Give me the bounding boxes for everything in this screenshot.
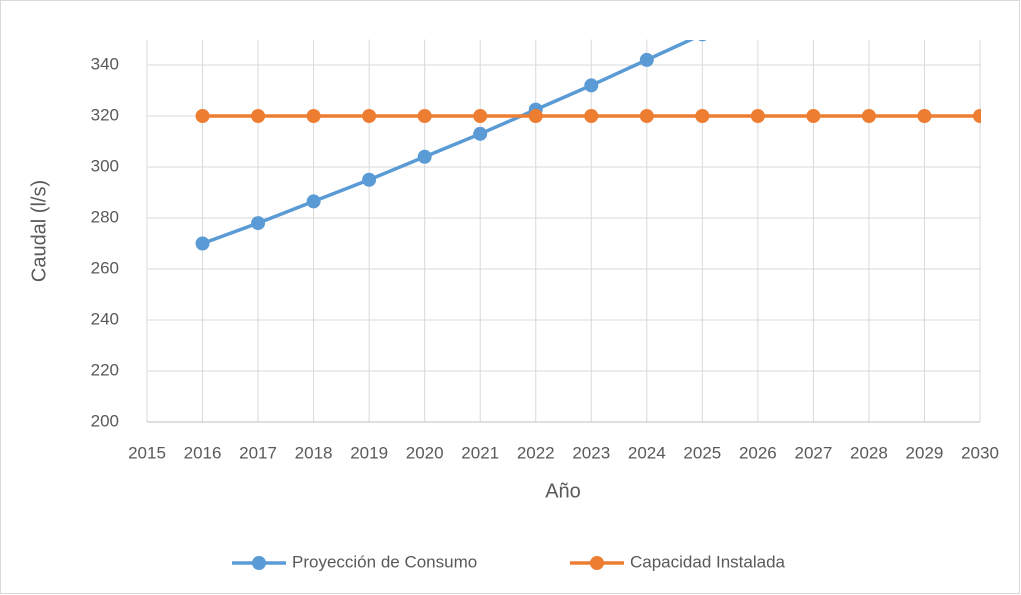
- data-point: [528, 109, 543, 123]
- data-point: [306, 109, 321, 123]
- x-axis-label: Año: [545, 480, 581, 502]
- y-tick-label: 220: [91, 360, 119, 379]
- x-tick-label: 2028: [850, 443, 888, 462]
- y-tick-label: 240: [91, 309, 119, 328]
- y-axis-label: Caudal (l/s): [28, 180, 50, 282]
- x-tick-label: 2025: [683, 443, 721, 462]
- data-point: [362, 109, 377, 123]
- data-point: [639, 52, 654, 67]
- x-tick-label: 2016: [184, 443, 222, 462]
- x-tick-label: 2023: [572, 443, 610, 462]
- data-point: [973, 109, 981, 123]
- y-tick-label: 280: [91, 207, 119, 226]
- data-point: [251, 216, 266, 231]
- y-tick-label: 200: [91, 411, 119, 430]
- data-point: [473, 109, 488, 123]
- data-point: [417, 149, 432, 164]
- data-point: [584, 78, 599, 93]
- x-tick-label: 2029: [906, 443, 944, 462]
- x-tick-label: 2017: [239, 443, 277, 462]
- data-point: [362, 172, 377, 187]
- data-point: [306, 194, 321, 209]
- x-tick-label: 2021: [461, 443, 499, 462]
- y-tick-label: 340: [91, 54, 119, 73]
- data-point: [806, 109, 821, 123]
- x-tick-label: 2019: [350, 443, 388, 462]
- data-point: [417, 109, 432, 123]
- series-line: [201, 40, 695, 246]
- x-tick-label: 2024: [628, 443, 666, 462]
- data-point: [584, 109, 599, 123]
- data-point: [698, 40, 707, 42]
- y-tick-label: 300: [91, 156, 119, 175]
- x-tick-label: 2026: [739, 443, 777, 462]
- legend-label: Proyección de Consumo: [292, 552, 477, 571]
- y-tick-label: 320: [91, 105, 119, 124]
- plot-area: [195, 40, 981, 251]
- x-tick-label: 2015: [128, 443, 166, 462]
- data-point: [195, 109, 210, 123]
- data-point: [473, 126, 488, 141]
- x-tick-label: 2020: [406, 443, 444, 462]
- legend-marker: [252, 556, 266, 570]
- data-point: [861, 109, 876, 123]
- x-tick-label: 2022: [517, 443, 555, 462]
- data-point: [750, 109, 765, 123]
- data-point: [917, 109, 932, 123]
- y-tick-label: 260: [91, 258, 119, 277]
- data-point: [695, 109, 710, 123]
- legend-marker: [590, 556, 604, 570]
- data-point: [195, 236, 210, 251]
- data-point: [251, 109, 266, 123]
- x-tick-label: 2018: [295, 443, 333, 462]
- x-tick-label: 2030: [961, 443, 999, 462]
- x-tick-label: 2027: [794, 443, 832, 462]
- data-point: [639, 109, 654, 123]
- legend-label: Capacidad Instalada: [630, 552, 786, 571]
